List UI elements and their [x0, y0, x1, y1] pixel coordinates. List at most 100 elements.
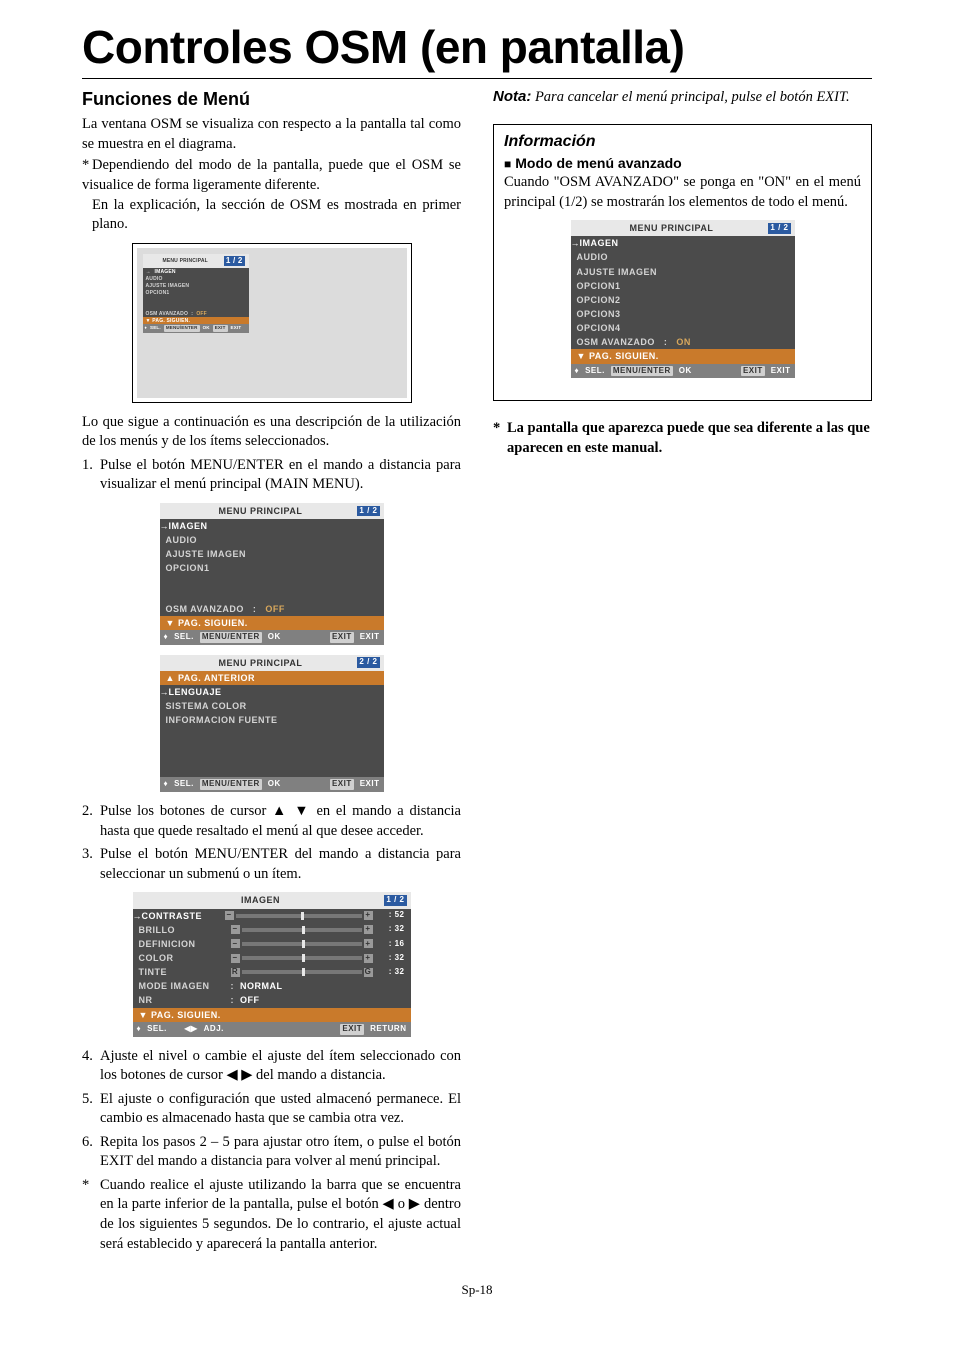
osm-imagen: IMAGEN 1 / 2 →CONTRASTE−+: 52BRILLO−+: 3…	[133, 892, 411, 1036]
star-note-2: * Cuando realice el ajuste utilizando la…	[82, 1176, 461, 1254]
osm-adv-title: MENU PRINCIPAL	[575, 222, 769, 234]
osm-main2-wrap: MENU PRINCIPAL 2 / 2 ▲ PAG. ANTERIOR →LE…	[82, 655, 461, 793]
step-number: 1.	[82, 456, 100, 495]
plus-icon: +	[364, 954, 373, 963]
star-note-1: *Dependiendo del modo de la pantalla, pu…	[82, 156, 461, 234]
minus-icon: −	[231, 939, 240, 948]
right-column: Nota: Para cancelar el menú principal, p…	[493, 87, 872, 1254]
osm-adv-page: 1 / 2	[768, 223, 790, 234]
osm-mini-item: AUDIO	[146, 276, 163, 283]
step-2: 2. Pulse los botones de cursor ▲ ▼ en el…	[82, 802, 461, 841]
osm-imagen-wrap: IMAGEN 1 / 2 →CONTRASTE−+: 52BRILLO−+: 3…	[82, 892, 461, 1036]
menu-enter-label: MENU/ENTER	[200, 779, 262, 790]
exit-label: EXIT	[213, 325, 228, 331]
osm-mini-item: IMAGEN	[155, 269, 176, 276]
slider-thumb	[302, 940, 305, 948]
nr-value: OFF	[240, 994, 260, 1006]
star-note-2-text: Cuando realice el ajuste utilizando la b…	[100, 1176, 461, 1254]
step-4-text: Ajuste el nivel o cambie el ajuste del í…	[100, 1047, 461, 1086]
osm-main1-title: MENU PRINCIPAL	[164, 505, 358, 517]
step-number: 6.	[82, 1133, 100, 1172]
square-icon: ■	[504, 157, 511, 171]
slider-thumb	[301, 912, 304, 920]
leftright-icon: ◀▶	[184, 1024, 197, 1035]
osm-item: INFORMACION FUENTE	[166, 714, 278, 726]
osm-adv-val: OFF	[265, 603, 285, 615]
osm-mini-adv-val: OFF	[196, 311, 207, 318]
slider-label: →CONTRASTE	[133, 910, 225, 922]
r-icon: R	[231, 968, 240, 977]
slider: RG	[231, 968, 373, 977]
plus-icon: +	[364, 925, 373, 934]
osm-mini-next: PAG. SIGUIEN.	[152, 318, 190, 325]
nr-label: NR	[139, 994, 231, 1006]
slider: −+	[231, 954, 373, 963]
step-number: 3.	[82, 845, 100, 884]
osm-item: IMAGEN	[580, 237, 619, 249]
slider-value: : 32	[373, 924, 405, 935]
slider-track	[242, 970, 362, 974]
osm-main1-page: 1 / 2	[357, 506, 379, 517]
slider-value: : 16	[373, 939, 405, 950]
updown-icon: ♦	[145, 325, 148, 331]
imagen-row: →CONTRASTE−+: 52	[133, 909, 411, 923]
note-text: Para cancelar el menú principal, pulse e…	[535, 89, 850, 105]
info-body: Cuando "OSM AVANZADO" se ponga en "ON" e…	[504, 173, 861, 212]
osm-mini-item: AJUSTE IMAGEN	[146, 283, 190, 290]
osm-item: OPCION1	[577, 280, 621, 292]
intro-text: La ventana OSM se visualiza con respecto…	[82, 115, 461, 154]
menu-enter-label: MENU/ENTER	[164, 325, 200, 331]
osm-item: SISTEMA COLOR	[166, 700, 247, 712]
updown-icon: ♦	[164, 779, 169, 790]
plus-icon: +	[364, 939, 373, 948]
g-icon: G	[364, 968, 373, 977]
step-number: 5.	[82, 1090, 100, 1129]
step-5-text: El ajuste o configuración que usted alma…	[100, 1090, 461, 1129]
mode-value: NORMAL	[240, 980, 283, 992]
down-icon: ▼	[166, 617, 175, 629]
slider-value: : 52	[373, 910, 405, 921]
asterisk-icon: *	[82, 156, 92, 176]
osm-main1-wrap: MENU PRINCIPAL 1 / 2 →IMAGEN AUDIO AJUST…	[82, 503, 461, 645]
down-icon: ▼	[146, 318, 151, 325]
slider: −+	[231, 939, 373, 948]
info-subheading: ■Modo de menú avanzado	[504, 154, 861, 173]
minus-icon: −	[231, 954, 240, 963]
updown-icon: ♦	[575, 366, 580, 377]
slider: −+	[231, 925, 373, 934]
slider-thumb	[302, 954, 305, 962]
osm-imagen-next: PAG. SIGUIEN.	[151, 1009, 221, 1021]
osm-main2-page: 2 / 2	[357, 657, 379, 668]
step-1-text: Pulse el botón MENU/ENTER en el mando a …	[100, 456, 461, 495]
star-note-1b: En la explicación, la sección de OSM es …	[92, 196, 461, 235]
osm-adv: MENU PRINCIPAL 1 / 2 →IMAGEN AUDIO AJUST…	[571, 220, 795, 378]
osm-adv-label: OSM AVANZADO	[577, 336, 655, 348]
slider-thumb	[302, 926, 305, 934]
osm-mini-item: OPCION1	[146, 290, 170, 297]
step-4: 4. Ajuste el nivel o cambie el ajuste de…	[82, 1047, 461, 1086]
imagen-row: TINTERG: 32	[133, 965, 411, 979]
osm-item: OPCION3	[577, 308, 621, 320]
osm-next: PAG. SIGUIEN.	[178, 617, 248, 629]
section-heading: Funciones de Menú	[82, 87, 461, 111]
slider-thumb	[302, 968, 305, 976]
exit-label: EXIT	[340, 1024, 364, 1035]
disclaimer: * La pantalla que aparezca puede que sea…	[493, 419, 872, 458]
osm-mini-adv-label: OSM AVANZADO	[146, 311, 189, 318]
mode-label: MODE IMAGEN	[139, 980, 231, 992]
exit-label: EXIT	[741, 366, 765, 377]
step-number: 4.	[82, 1047, 100, 1086]
minus-icon: −	[225, 911, 234, 920]
slider-label: TINTE	[139, 966, 231, 978]
arrow-right-icon: →	[571, 237, 578, 249]
osm-item: OPCION4	[577, 322, 621, 334]
osm-prev: PAG. ANTERIOR	[178, 672, 255, 684]
title-rule	[82, 78, 872, 79]
osm-main1: MENU PRINCIPAL 1 / 2 →IMAGEN AUDIO AJUST…	[160, 503, 384, 645]
asterisk-icon: *	[82, 1176, 100, 1254]
slider-label: BRILLO	[139, 924, 231, 936]
tv-frame-wrap: MENU PRINCIPAL 1 / 2 →IMAGEN AUDIO AJUST…	[82, 243, 461, 403]
slider-track	[242, 928, 362, 932]
slider-label: COLOR	[139, 952, 231, 964]
exit-label: EXIT	[330, 779, 354, 790]
